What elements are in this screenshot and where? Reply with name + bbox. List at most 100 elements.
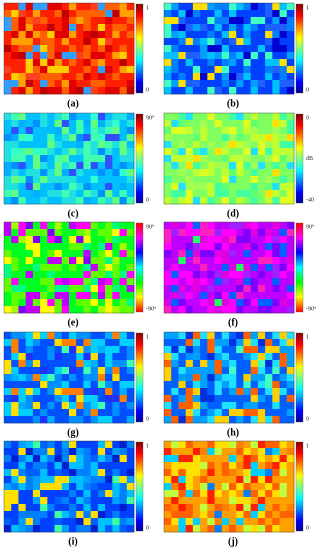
image-pixel: [207, 197, 215, 205]
image-pixel: [207, 299, 215, 307]
image-pixel: [83, 360, 91, 368]
image-pixel: [185, 511, 194, 519]
panel: 90°0(c): [3, 112, 155, 219]
image-pixel: [221, 38, 230, 46]
image-pixel: [192, 190, 201, 198]
image-pixel: [221, 141, 230, 149]
image-pixel: [18, 462, 26, 470]
image-pixel: [171, 497, 179, 505]
image-pixel: [178, 148, 186, 156]
image-pixel: [250, 250, 259, 258]
image-pixel: [185, 3, 194, 11]
image-pixel: [229, 264, 237, 272]
image-pixel: [47, 416, 55, 424]
image-pixel: [214, 483, 223, 491]
image-pixel: [279, 120, 288, 128]
image-pixel: [32, 525, 41, 533]
image-pixel: [221, 511, 230, 519]
image-pixel: [47, 250, 55, 258]
image-pixel: [105, 127, 113, 135]
image-pixel: [40, 455, 48, 463]
image-pixel: [112, 441, 120, 449]
image-pixel: [164, 292, 172, 300]
image-pixel: [279, 306, 288, 314]
image-pixel: [61, 388, 70, 396]
image-border: [3, 440, 135, 533]
image-pixel: [76, 469, 84, 477]
image-pixel: [236, 10, 244, 18]
image-pixel: [221, 148, 230, 156]
image-pixel: [97, 190, 106, 198]
image-pixel: [54, 257, 63, 265]
image-pixel: [229, 462, 237, 470]
image-pixel: [185, 476, 194, 484]
image-pixel: [126, 155, 135, 163]
image-pixel: [61, 497, 70, 505]
image-pixel: [214, 127, 223, 135]
image-pixel: [54, 353, 63, 361]
image-pixel: [200, 141, 208, 149]
image-pixel: [178, 250, 186, 258]
image-pixel: [171, 134, 179, 142]
image-pixel: [119, 353, 128, 361]
image-pixel: [97, 155, 106, 163]
image-pixel: [97, 346, 106, 354]
image-pixel: [164, 113, 172, 121]
image-pixel: [119, 381, 128, 389]
image-pixel: [185, 148, 194, 156]
image-pixel: [200, 243, 208, 251]
image-pixel: [243, 52, 251, 60]
image-pixel: [126, 52, 135, 60]
image-pixel: [4, 59, 12, 67]
image-pixel: [97, 483, 106, 491]
image-pixel: [200, 229, 208, 237]
image-pixel: [185, 190, 194, 198]
image-pixel: [119, 45, 128, 53]
image-pixel: [214, 374, 223, 382]
image-pixel: [178, 416, 186, 424]
image-pixel: [126, 353, 135, 361]
image-pixel: [11, 504, 19, 512]
image-pixel: [69, 10, 77, 18]
image-pixel: [207, 483, 215, 491]
image-pixel: [25, 59, 34, 67]
image-pixel: [286, 416, 295, 424]
image-pixel: [126, 416, 135, 424]
image-pixel: [97, 441, 106, 449]
image-pixel: [40, 183, 48, 191]
image-pixel: [257, 87, 266, 95]
image-pixel: [250, 339, 259, 347]
image-pixel: [18, 45, 26, 53]
image-pixel: [105, 497, 113, 505]
image-pixel: [171, 476, 179, 484]
image-pixel: [18, 229, 26, 237]
image-pixel: [97, 264, 106, 272]
image-pixel: [83, 127, 91, 135]
image-pixel: [61, 353, 70, 361]
image-pixel: [257, 518, 266, 526]
image-pixel: [4, 190, 12, 198]
image-pixel: [11, 59, 19, 67]
image-pixel: [32, 183, 41, 191]
image-pixel: [272, 243, 280, 251]
image-pixel: [76, 197, 84, 205]
image-pixel: [272, 402, 280, 410]
image-pixel: [4, 197, 12, 205]
image-pixel: [40, 176, 48, 184]
image-pixel: [126, 243, 135, 251]
image-pixel: [76, 339, 84, 347]
image-pixel: [221, 222, 230, 230]
image-pixel: [83, 490, 91, 498]
image-pixel: [192, 87, 201, 95]
image-pixel: [25, 339, 34, 347]
image-pixel: [200, 45, 208, 53]
image-pixel: [54, 162, 63, 170]
image-pixel: [243, 222, 251, 230]
image-pixel: [286, 222, 295, 230]
colorbar: [135, 332, 144, 423]
image-pixel: [90, 148, 99, 156]
image-pixel: [192, 462, 201, 470]
image-pixel: [4, 518, 12, 526]
image-pixel: [185, 134, 194, 142]
image-pixel: [90, 127, 99, 135]
